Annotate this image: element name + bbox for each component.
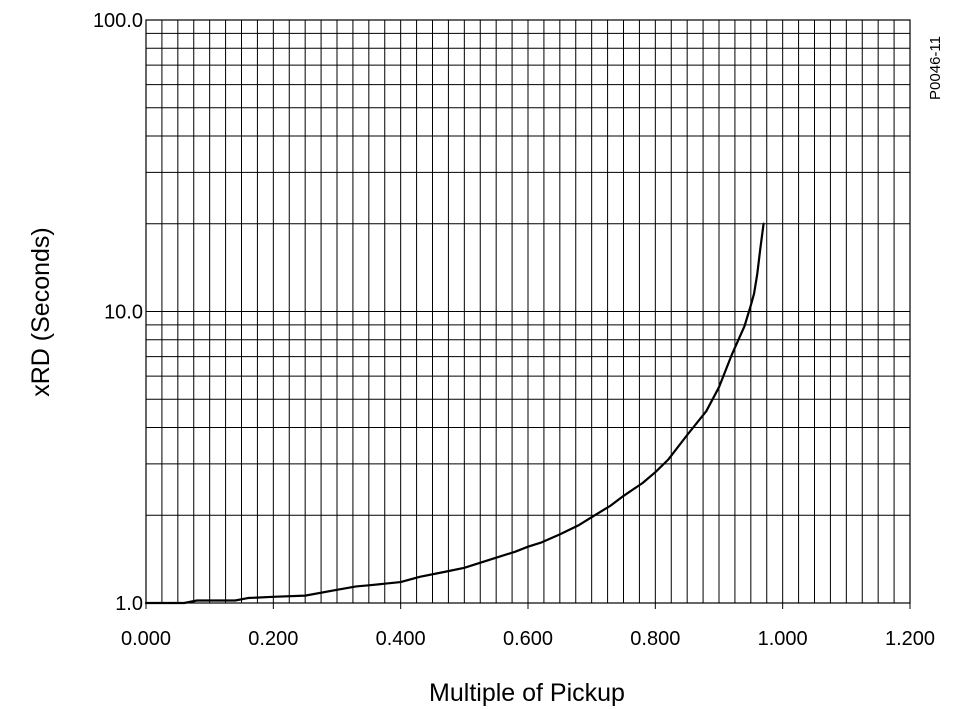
x-tick-label: 0.200 — [248, 628, 298, 650]
figure-id-label: P0046-11 — [927, 36, 944, 100]
y-tick-label: 10.0 — [104, 302, 143, 324]
x-axis-title: Multiple of Pickup — [429, 679, 625, 707]
y-tick-label: 1.0 — [115, 593, 143, 615]
series-line-curve — [144, 222, 765, 605]
x-tick-label: 1.200 — [885, 628, 935, 650]
x-tick-labels: 0.000 0.200 0.400 0.600 0.800 1.000 1.200 — [121, 603, 935, 650]
y-tick-label: 100.0 — [93, 10, 143, 32]
x-tick-label: 0.600 — [503, 628, 553, 650]
x-tick-label: 0.800 — [630, 628, 680, 650]
x-tick-label: 0.000 — [121, 628, 171, 650]
x-tick-label: 1.000 — [758, 628, 808, 650]
x-tick-label: 0.400 — [376, 628, 426, 650]
y-axis-title: xRD (Seconds) — [27, 227, 55, 397]
horizontal-gridlines — [146, 19, 910, 604]
y-tick-labels: 1.0 10.0 100.0 — [93, 10, 143, 615]
